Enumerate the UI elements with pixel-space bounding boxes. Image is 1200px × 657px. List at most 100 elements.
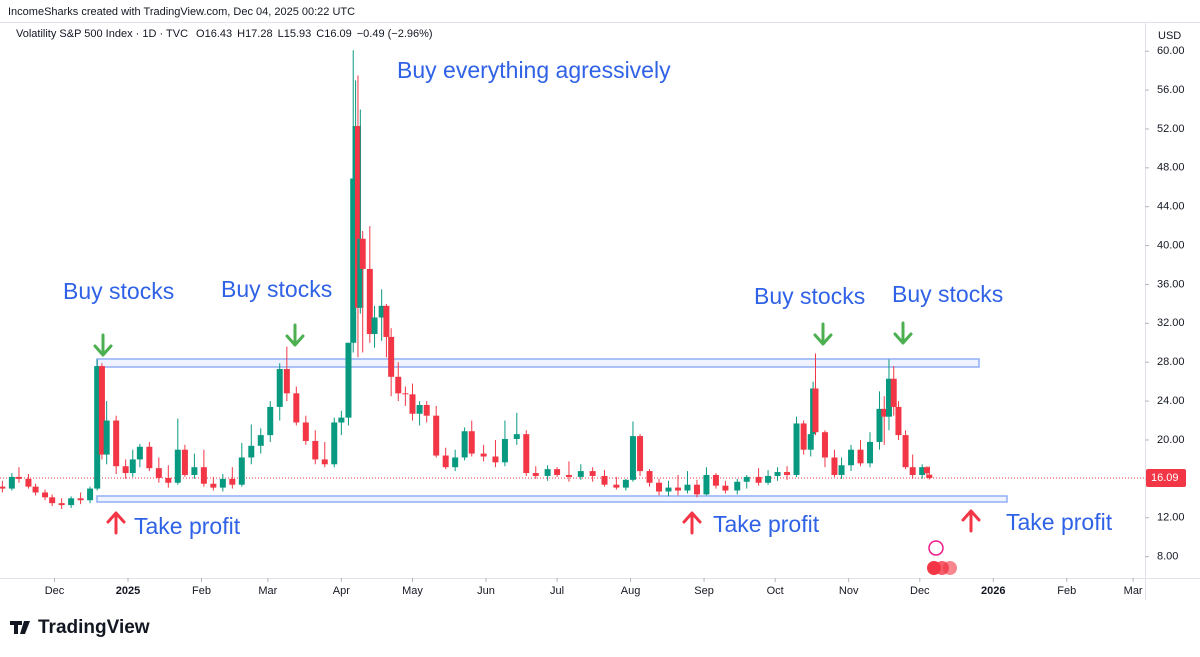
candle-body bbox=[565, 474, 572, 477]
candle-body bbox=[831, 457, 838, 475]
candle-body bbox=[58, 503, 65, 506]
y-tick-label: 60.00 bbox=[1157, 45, 1185, 57]
candle-body bbox=[919, 467, 926, 475]
candle-body bbox=[885, 378, 892, 417]
sell-arrow bbox=[682, 511, 702, 535]
candle-body bbox=[283, 369, 290, 394]
buy-arrow bbox=[813, 322, 833, 346]
annotation: Buy everything agressively bbox=[397, 57, 671, 83]
candle-body bbox=[684, 484, 691, 491]
candle-body bbox=[743, 476, 750, 482]
candle-body bbox=[312, 440, 319, 460]
candle-body bbox=[49, 497, 56, 504]
candle-body bbox=[622, 479, 629, 488]
candle-body bbox=[784, 472, 791, 475]
y-tick-label: 8.00 bbox=[1157, 551, 1178, 563]
legend-label: O bbox=[196, 28, 205, 40]
candle-body bbox=[122, 466, 129, 474]
x-tick-label: Jul bbox=[550, 585, 564, 597]
candle-body bbox=[755, 476, 762, 483]
candle-body bbox=[416, 404, 423, 414]
candle-body bbox=[68, 498, 75, 506]
candle-body bbox=[895, 406, 902, 436]
candle-body bbox=[629, 436, 636, 480]
caption: IncomeSharks created with TradingView.co… bbox=[8, 6, 355, 18]
y-tick-label: 40.00 bbox=[1157, 239, 1185, 251]
x-tick-label: May bbox=[402, 585, 423, 597]
annotation: Take profit bbox=[1006, 509, 1113, 535]
candle-body bbox=[523, 434, 530, 474]
x-tick-label: Aug bbox=[621, 585, 641, 597]
candle-body bbox=[838, 465, 845, 475]
candle-body bbox=[442, 455, 449, 468]
candle-body bbox=[890, 378, 897, 407]
candle-body bbox=[774, 472, 781, 476]
legend-value: 16.09 bbox=[324, 28, 352, 40]
candle-body bbox=[354, 126, 361, 308]
x-tick-label: 2026 bbox=[981, 585, 1005, 597]
legend-title: Volatility S&P 500 Index · 1D · TVC bbox=[16, 28, 188, 40]
candle-body bbox=[665, 487, 672, 492]
candle-body bbox=[200, 467, 207, 484]
candle-body bbox=[321, 459, 328, 465]
candle-body bbox=[765, 475, 772, 483]
legend-label: H bbox=[237, 28, 245, 40]
candle-body bbox=[191, 467, 198, 475]
x-tick-label: Oct bbox=[767, 585, 784, 597]
annotation: Take profit bbox=[134, 513, 241, 539]
candle-body bbox=[577, 471, 584, 477]
legend-label: L bbox=[278, 28, 284, 40]
candle-body bbox=[155, 468, 162, 478]
candle-body bbox=[136, 446, 143, 460]
support-zone bbox=[96, 495, 1008, 503]
event-icons bbox=[927, 540, 957, 575]
candle-body bbox=[821, 432, 828, 458]
candle-body bbox=[87, 488, 94, 501]
candle-body bbox=[0, 486, 6, 489]
candle-body bbox=[926, 474, 933, 478]
candle-body bbox=[267, 406, 274, 436]
candle-body bbox=[881, 408, 888, 417]
annotation: Take profit bbox=[713, 511, 820, 537]
candle-body bbox=[395, 376, 402, 394]
candle-body bbox=[371, 317, 378, 335]
candle-body bbox=[350, 178, 357, 343]
candle-body bbox=[544, 469, 551, 476]
candle-body bbox=[338, 417, 345, 423]
candle-body bbox=[257, 435, 264, 446]
candle-body bbox=[613, 484, 620, 488]
x-tick-label: 2025 bbox=[116, 585, 140, 597]
x-tick-label: Mar bbox=[1124, 585, 1143, 597]
legend-value: 15.93 bbox=[284, 28, 312, 40]
candle-body bbox=[388, 336, 395, 377]
candle-body bbox=[807, 434, 814, 450]
x-tick-label: Mar bbox=[258, 585, 277, 597]
candle-body bbox=[42, 492, 49, 498]
candle-body bbox=[359, 238, 366, 269]
x-tick-label: Apr bbox=[333, 585, 350, 597]
candle-body bbox=[909, 467, 916, 475]
candle-body bbox=[165, 477, 172, 483]
y-tick-label: 52.00 bbox=[1157, 123, 1185, 135]
annotation: Buy stocks bbox=[63, 278, 174, 304]
y-tick-label: 56.00 bbox=[1157, 84, 1185, 96]
buy-arrow bbox=[893, 321, 913, 345]
candle-body bbox=[712, 474, 719, 486]
candle-body bbox=[94, 366, 101, 489]
buy-arrow bbox=[93, 333, 113, 357]
y-tick-label: 32.00 bbox=[1157, 317, 1185, 329]
sell-arrow bbox=[961, 509, 981, 533]
candle-body bbox=[848, 449, 855, 466]
candle-body bbox=[378, 305, 385, 318]
y-tick-label: 48.00 bbox=[1157, 162, 1185, 174]
candle-body bbox=[734, 481, 741, 491]
brand-logo bbox=[10, 621, 30, 634]
candle-body bbox=[589, 471, 596, 476]
candle-body bbox=[867, 441, 874, 464]
candle-body bbox=[219, 478, 226, 488]
candle-body bbox=[693, 484, 700, 495]
candle-body bbox=[656, 482, 663, 492]
candle-body bbox=[103, 420, 110, 455]
